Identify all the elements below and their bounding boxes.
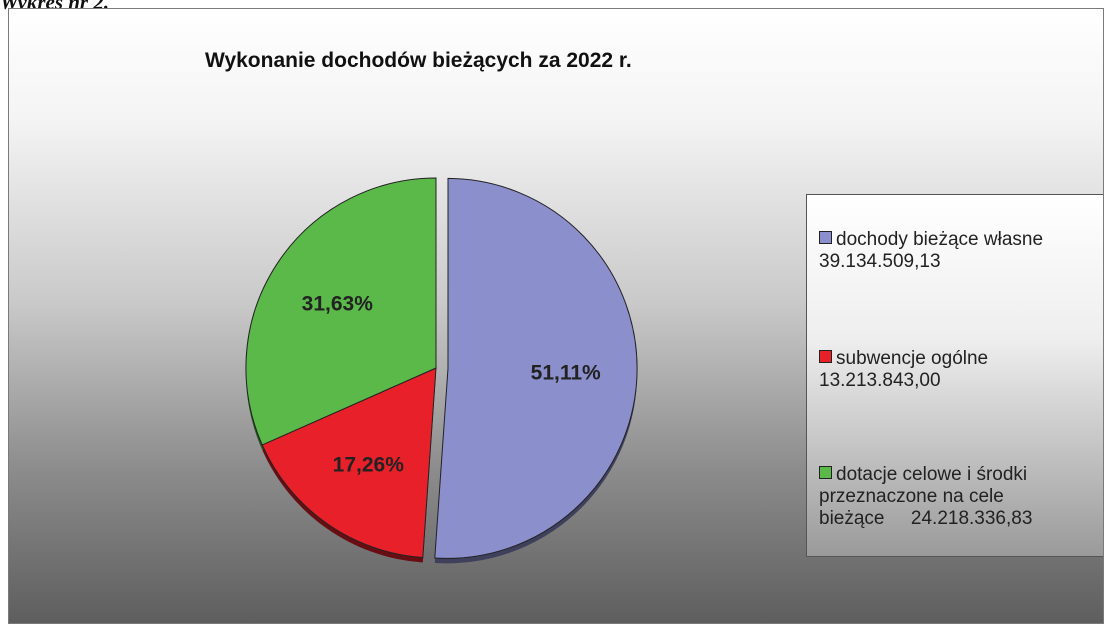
legend-label: dochody bieżące własne xyxy=(836,229,1044,250)
legend-amount: 24.218.336,83 xyxy=(910,508,1033,529)
data-label-dochody: 51,11% xyxy=(531,362,601,385)
legend-swatch-dotacje xyxy=(819,466,832,479)
legend-label: dotacje celowe i środki przeznaczone na … xyxy=(819,464,1028,529)
chart-title: Wykonanie dochodów bieżących za 2022 r. xyxy=(205,49,632,72)
legend-item-dochody: dochody bieżące własne 39.134.509,13 xyxy=(819,229,1103,273)
legend-amount: 13.213.843,00 xyxy=(819,370,941,391)
pie-slice-dotacje xyxy=(245,177,437,446)
legend-item-subwencje: subwencje ogólne 13.213.843,00 xyxy=(819,348,1103,392)
pie-slice-subwencje xyxy=(261,367,437,559)
data-label-dotacje: 31,63% xyxy=(302,293,374,316)
legend-swatch-subwencje xyxy=(819,350,832,363)
pie-chart: 51,11% 17,26% 31,63% xyxy=(245,177,638,564)
legend-item-dotacje: dotacje celowe i środki przeznaczone na … xyxy=(819,464,1103,530)
chart-legend: dochody bieżące własne 39.134.509,13 sub… xyxy=(806,194,1103,557)
legend-label: subwencje ogólne xyxy=(836,348,989,369)
chart-area: Wykonanie dochodów bieżących za 2022 r. … xyxy=(8,8,1104,624)
pie-slice-dochody xyxy=(434,177,638,559)
data-label-subwencje: 17,26% xyxy=(333,453,405,476)
legend-amount: 39.134.509,13 xyxy=(819,251,941,272)
legend-swatch-dochody xyxy=(819,231,832,244)
